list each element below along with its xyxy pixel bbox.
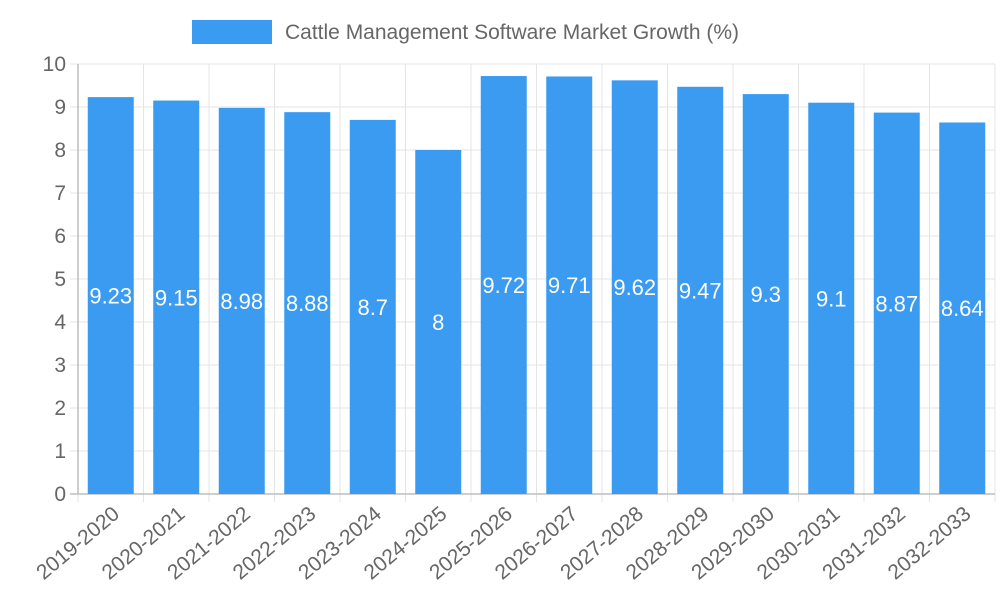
bar[interactable] [480,76,527,494]
y-tick-label: 3 [54,354,66,377]
bar-value-label: 9.3 [750,282,781,307]
bar[interactable] [284,112,331,494]
y-tick-label: 10 [43,53,66,76]
bar[interactable] [546,76,593,494]
bar-value-label: 8.98 [220,289,263,314]
bar-value-label: 9.23 [89,284,132,309]
bar-value-label: 9.72 [482,273,525,298]
y-tick-label: 6 [54,225,66,248]
bars: 9.23 9.15 8.98 8.88 8.7 8 9.72 9.71 9.62 9.47 9.3 9… [87,76,986,495]
bar[interactable] [742,94,789,494]
bar-value-label: 8.88 [286,291,329,316]
bar-value-label: 8 [432,310,444,335]
bar-value-label: 9.71 [548,273,591,298]
bar-value-label: 9.47 [679,278,722,303]
bar[interactable] [939,122,986,494]
bar[interactable] [808,102,855,494]
x-axis-labels: 2019-20202020-20212021-20222022-20232023… [32,502,975,584]
y-tick-label: 8 [54,139,66,162]
bar[interactable] [677,86,724,494]
legend-swatch [192,20,272,44]
bar[interactable] [611,80,658,494]
bar-value-label: 9.15 [155,285,198,310]
legend-label: Cattle Management Software Market Growth… [285,21,739,44]
y-tick-label: 0 [54,483,66,506]
bar[interactable] [873,112,920,494]
bar[interactable] [87,97,134,495]
grid-lines [70,63,996,502]
bar[interactable] [415,150,462,494]
y-tick-label: 9 [54,96,66,119]
y-tick-label: 2 [54,397,66,420]
bar-value-label: 8.87 [875,291,918,316]
bar-value-label: 8.64 [941,296,984,321]
bar-value-label: 8.7 [357,295,388,320]
bar[interactable] [153,100,200,495]
y-axis-ticks: 0 1 2 3 4 5 6 7 8 9 10 [43,53,67,506]
y-tick-label: 7 [54,182,66,205]
y-tick-label: 4 [54,311,66,334]
chart-legend[interactable]: Cattle Management Software Market Growth… [192,20,739,44]
bar[interactable] [218,107,265,495]
y-tick-label: 5 [54,268,66,291]
bar-value-label: 9.1 [816,286,847,311]
y-tick-label: 1 [54,440,66,463]
bar[interactable] [349,119,396,495]
bar-value-label: 9.62 [613,275,656,300]
